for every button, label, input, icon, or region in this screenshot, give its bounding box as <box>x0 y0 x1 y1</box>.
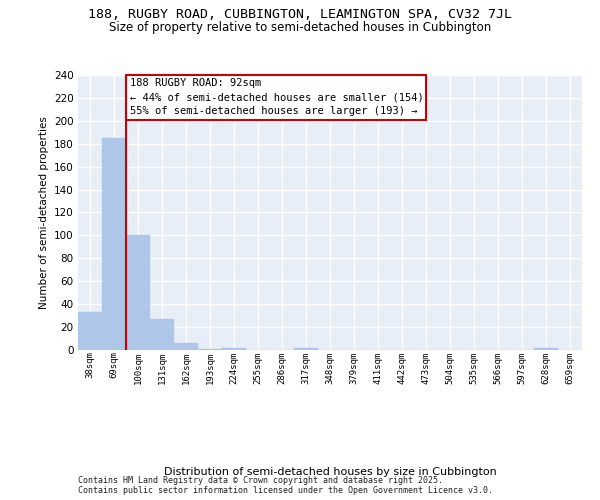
Bar <box>294 348 318 350</box>
Bar <box>198 349 222 350</box>
Bar <box>222 348 246 350</box>
X-axis label: Distribution of semi-detached houses by size in Cubbington: Distribution of semi-detached houses by … <box>164 467 496 477</box>
Bar <box>102 138 126 350</box>
Bar <box>174 343 198 350</box>
Text: 188 RUGBY ROAD: 92sqm
← 44% of semi-detached houses are smaller (154)
55% of sem: 188 RUGBY ROAD: 92sqm ← 44% of semi-deta… <box>130 78 424 116</box>
Text: Size of property relative to semi-detached houses in Cubbington: Size of property relative to semi-detach… <box>109 21 491 34</box>
Y-axis label: Number of semi-detached properties: Number of semi-detached properties <box>38 116 49 309</box>
Bar <box>126 236 150 350</box>
Text: Contains HM Land Registry data © Crown copyright and database right 2025.
Contai: Contains HM Land Registry data © Crown c… <box>78 476 493 495</box>
Bar <box>534 348 558 350</box>
Bar <box>150 319 174 350</box>
Text: 188, RUGBY ROAD, CUBBINGTON, LEAMINGTON SPA, CV32 7JL: 188, RUGBY ROAD, CUBBINGTON, LEAMINGTON … <box>88 8 512 20</box>
Bar <box>78 312 102 350</box>
